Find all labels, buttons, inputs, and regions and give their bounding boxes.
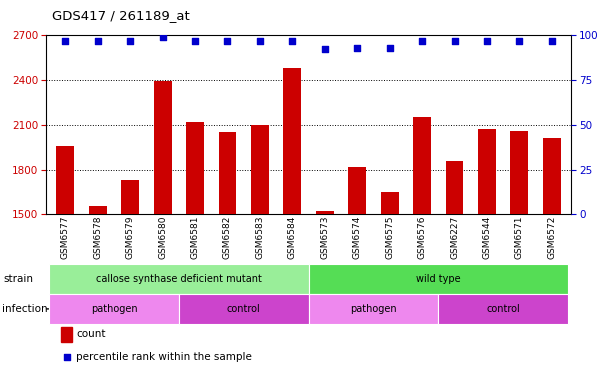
Bar	[445, 161, 463, 214]
Point	[125, 38, 135, 44]
Text: count: count	[76, 329, 106, 339]
Bar	[219, 132, 236, 214]
Bar	[56, 146, 74, 214]
Text: infection: infection	[2, 304, 48, 314]
Point	[190, 38, 200, 44]
Bar	[316, 212, 334, 214]
Text: GDS417 / 261189_at: GDS417 / 261189_at	[52, 9, 189, 22]
Bar	[510, 131, 529, 214]
Bar	[348, 167, 366, 214]
Bar	[61, 327, 72, 341]
Text: strain: strain	[3, 274, 33, 284]
Point	[547, 38, 557, 44]
Bar	[413, 117, 431, 214]
Bar	[543, 138, 561, 214]
Text: wild type: wild type	[416, 274, 461, 284]
Text: control: control	[486, 304, 520, 314]
Bar	[251, 125, 269, 214]
Point	[93, 38, 103, 44]
Point	[320, 46, 330, 52]
Text: percentile rank within the sample: percentile rank within the sample	[76, 352, 252, 362]
Bar	[284, 68, 301, 214]
Point	[353, 45, 362, 51]
Point	[158, 34, 167, 40]
Text: pathogen: pathogen	[350, 304, 397, 314]
Text: pathogen: pathogen	[90, 304, 137, 314]
Bar	[154, 82, 172, 214]
Point	[60, 38, 70, 44]
Point	[482, 38, 492, 44]
Bar	[186, 122, 204, 214]
Bar	[89, 205, 107, 214]
Point	[222, 38, 232, 44]
Text: callose synthase deficient mutant: callose synthase deficient mutant	[96, 274, 262, 284]
Bar	[121, 180, 139, 214]
Point	[514, 38, 524, 44]
Point	[385, 45, 395, 51]
Point	[450, 38, 459, 44]
Bar	[381, 192, 398, 214]
Point	[287, 38, 297, 44]
Point	[417, 38, 427, 44]
Bar	[478, 129, 496, 214]
Point	[255, 38, 265, 44]
Text: control: control	[227, 304, 260, 314]
